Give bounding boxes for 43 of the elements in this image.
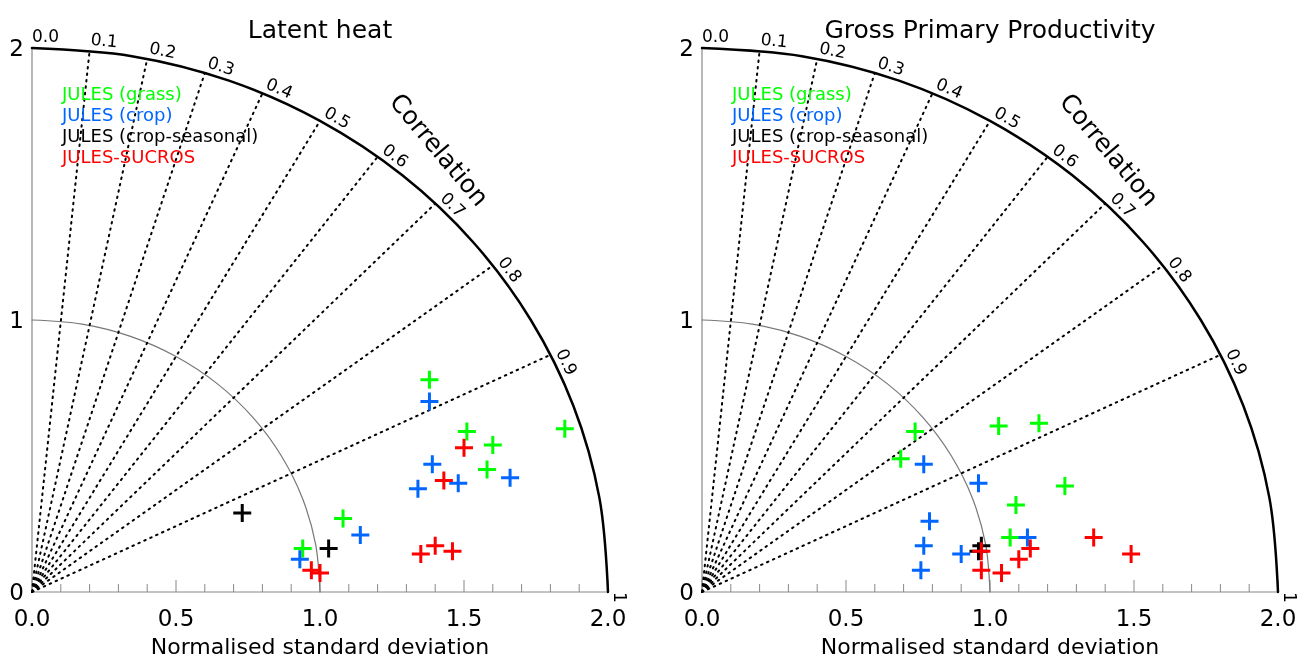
- x-tick-label: 1.5: [445, 605, 483, 631]
- x-tick-label: 1.0: [301, 605, 339, 631]
- y-tick-label: 2: [679, 35, 694, 61]
- x-axis-title: Normalised standard deviation: [150, 634, 490, 659]
- x-tick-label: 1.0: [971, 605, 1009, 631]
- text: JULES-SUCROS: [731, 146, 866, 167]
- annotation: 0.2: [817, 37, 849, 63]
- x-tick-label: 0.5: [157, 605, 195, 631]
- text: JULES (grass): [731, 83, 852, 104]
- x-tick-label: 0.0: [683, 605, 721, 631]
- annotation: 0.0: [32, 26, 60, 46]
- annotation: 0.8: [494, 252, 527, 287]
- annotation: 1: [1280, 592, 1300, 603]
- text: JULES (crop): [731, 104, 843, 125]
- y-tick-label: 0: [9, 579, 24, 605]
- annotation: 0.4: [263, 73, 296, 103]
- y-tick-label: 1: [679, 307, 694, 333]
- annotation: 0.3: [875, 52, 908, 80]
- text: JULES (grass): [61, 83, 182, 104]
- x-tick-label: 2.0: [589, 605, 627, 631]
- y-tick-label: 2: [9, 35, 24, 61]
- annotation: 0.9: [1222, 345, 1252, 379]
- x-axis-title: Normalised standard deviation: [820, 634, 1160, 659]
- annotation: 0.1: [759, 28, 789, 52]
- x-tick-label: 0.0: [13, 605, 51, 631]
- y-tick-label: 1: [9, 307, 24, 333]
- annotation: 0.5: [991, 101, 1025, 133]
- x-tick-label: 1.5: [1115, 605, 1153, 631]
- annotation: 0.8: [1164, 252, 1197, 287]
- x-tick-label: 2.0: [1259, 605, 1297, 631]
- annotation: 1: [610, 592, 630, 603]
- annotation: 0.2: [147, 37, 179, 63]
- annotation: 0.0: [702, 26, 730, 46]
- text: JULES-SUCROS: [61, 146, 196, 167]
- annotation: 0.4: [933, 73, 966, 103]
- text: JULES (crop): [61, 104, 173, 125]
- y-tick-label: 0: [679, 579, 694, 605]
- annotation: 0.1: [89, 28, 119, 52]
- chart-title: Latent heat: [247, 15, 393, 44]
- annotation: 0.9: [552, 345, 582, 379]
- annotation: 0.5: [321, 101, 355, 133]
- annotation: 0.3: [205, 52, 238, 80]
- x-tick-label: 0.5: [827, 605, 865, 631]
